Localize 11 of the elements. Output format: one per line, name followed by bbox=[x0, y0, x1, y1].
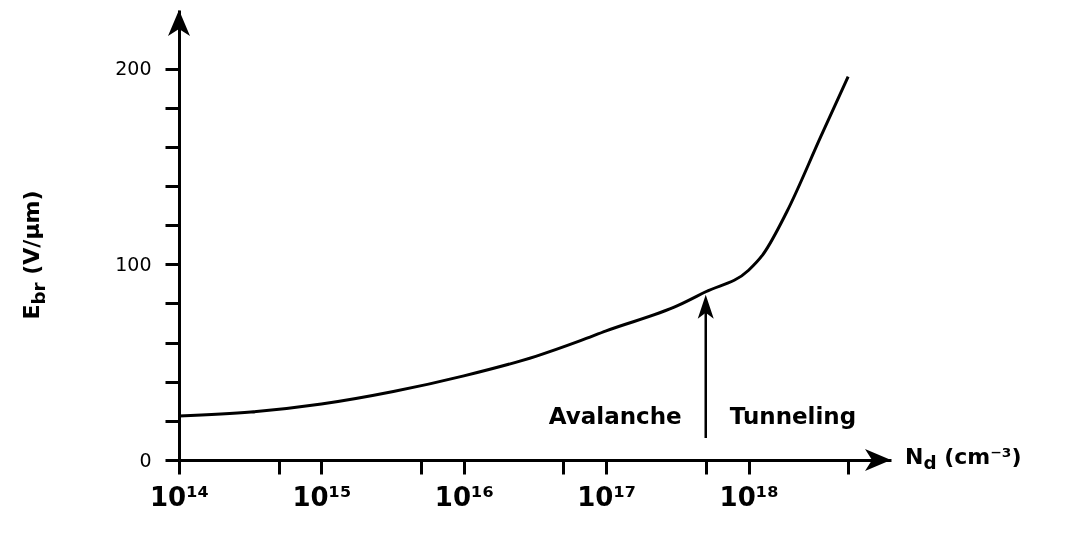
y-tick-label: 0 bbox=[139, 448, 152, 471]
x-axis-title: N$_{d}$ (cm⁻³) bbox=[905, 444, 1022, 474]
x-tick-label: 10¹⁷ bbox=[577, 481, 637, 512]
x-tick-label: 10¹⁶ bbox=[434, 481, 494, 512]
x-tick-label: 10¹⁵ bbox=[292, 481, 352, 512]
y-tick-label: 100 bbox=[115, 252, 152, 275]
annotation: Tunneling bbox=[729, 403, 857, 429]
y-tick-label: 200 bbox=[115, 57, 152, 80]
annotation: Avalanche bbox=[548, 403, 682, 429]
x-tick-label: 10¹⁸ bbox=[719, 481, 779, 512]
x-tick-label: 10¹⁴ bbox=[150, 481, 209, 512]
